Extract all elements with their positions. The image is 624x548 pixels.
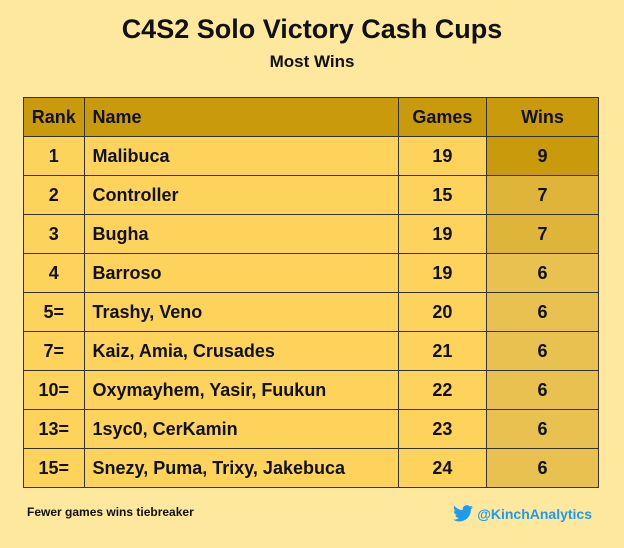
table: Rank Name Games Wins 1 Malibuca 19 9 2 Controlle… [23, 97, 600, 488]
footnote: Fewer games wins tiebreaker [27, 505, 194, 519]
cell: 6 [485, 370, 600, 410]
table-row: 7= Kaiz, Amia, Crusades 21 6 [23, 331, 600, 371]
cell: 1syc0, CerKamin [83, 409, 399, 449]
cell: 6 [485, 253, 600, 293]
cell: Kaiz, Amia, Crusades [83, 331, 399, 371]
column-header: Wins [485, 97, 600, 137]
cell: 10= [23, 370, 85, 410]
cell: Trashy, Veno [83, 292, 399, 332]
cell: Bugha [83, 214, 399, 254]
cell: 3 [23, 214, 85, 254]
table-body: 1 Malibuca 19 9 2 Controller 15 7 3 Bugha 19 7 4 Barr… [23, 136, 600, 488]
cell: 19 [397, 214, 487, 254]
cell: 22 [397, 370, 487, 410]
cell: 7= [23, 331, 85, 371]
cell: 6 [485, 409, 600, 449]
cell: 7 [485, 175, 600, 215]
table-row: 2 Controller 15 7 [23, 175, 600, 215]
cell: 15= [23, 448, 85, 488]
table-row: 5= Trashy, Veno 20 6 [23, 292, 600, 332]
table-row: 10= Oxymayhem, Yasir, Fuukun 22 6 [23, 370, 600, 410]
cell: 15 [397, 175, 487, 215]
cell: 19 [397, 136, 487, 176]
cell: Controller [83, 175, 399, 215]
table-row: 3 Bugha 19 7 [23, 214, 600, 254]
column-header: Games [397, 97, 487, 137]
cell: 7 [485, 214, 600, 254]
cell: 5= [23, 292, 85, 332]
cell: 9 [485, 136, 600, 176]
twitter-icon [453, 505, 474, 522]
subtitle: Most Wins [269, 52, 355, 71]
cell: 24 [397, 448, 487, 488]
cell: 6 [485, 331, 600, 371]
cell: 23 [397, 409, 487, 449]
cell: 19 [397, 253, 487, 293]
cell: 1 [23, 136, 85, 176]
handle: @KinchAnalytics [477, 505, 592, 522]
table-row: 15= Snezy, Puma, Trixy, Jakebuca 24 6 [23, 448, 600, 488]
cell: Snezy, Puma, Trixy, Jakebuca [83, 448, 399, 488]
cell: 13= [23, 409, 85, 449]
cell: 20 [397, 292, 487, 332]
header-row: Rank Name Games Wins [23, 97, 600, 137]
column-header: Name [83, 97, 399, 137]
cell: 21 [397, 331, 487, 371]
cell: 6 [485, 448, 600, 488]
cell: Barroso [83, 253, 399, 293]
table-row: 13= 1syc0, CerKamin 23 6 [23, 409, 600, 449]
twitter-handle: @KinchAnalytics [453, 505, 592, 522]
cell: Malibuca [83, 136, 399, 176]
table-row: 4 Barroso 19 6 [23, 253, 600, 293]
cell: 4 [23, 253, 85, 293]
table-row: 1 Malibuca 19 9 [23, 136, 600, 176]
column-header: Rank [23, 97, 85, 137]
cell: 2 [23, 175, 85, 215]
cell: Oxymayhem, Yasir, Fuukun [83, 370, 399, 410]
cell: 6 [485, 292, 600, 332]
title: C4S2 Solo Victory Cash Cups [121, 14, 503, 44]
